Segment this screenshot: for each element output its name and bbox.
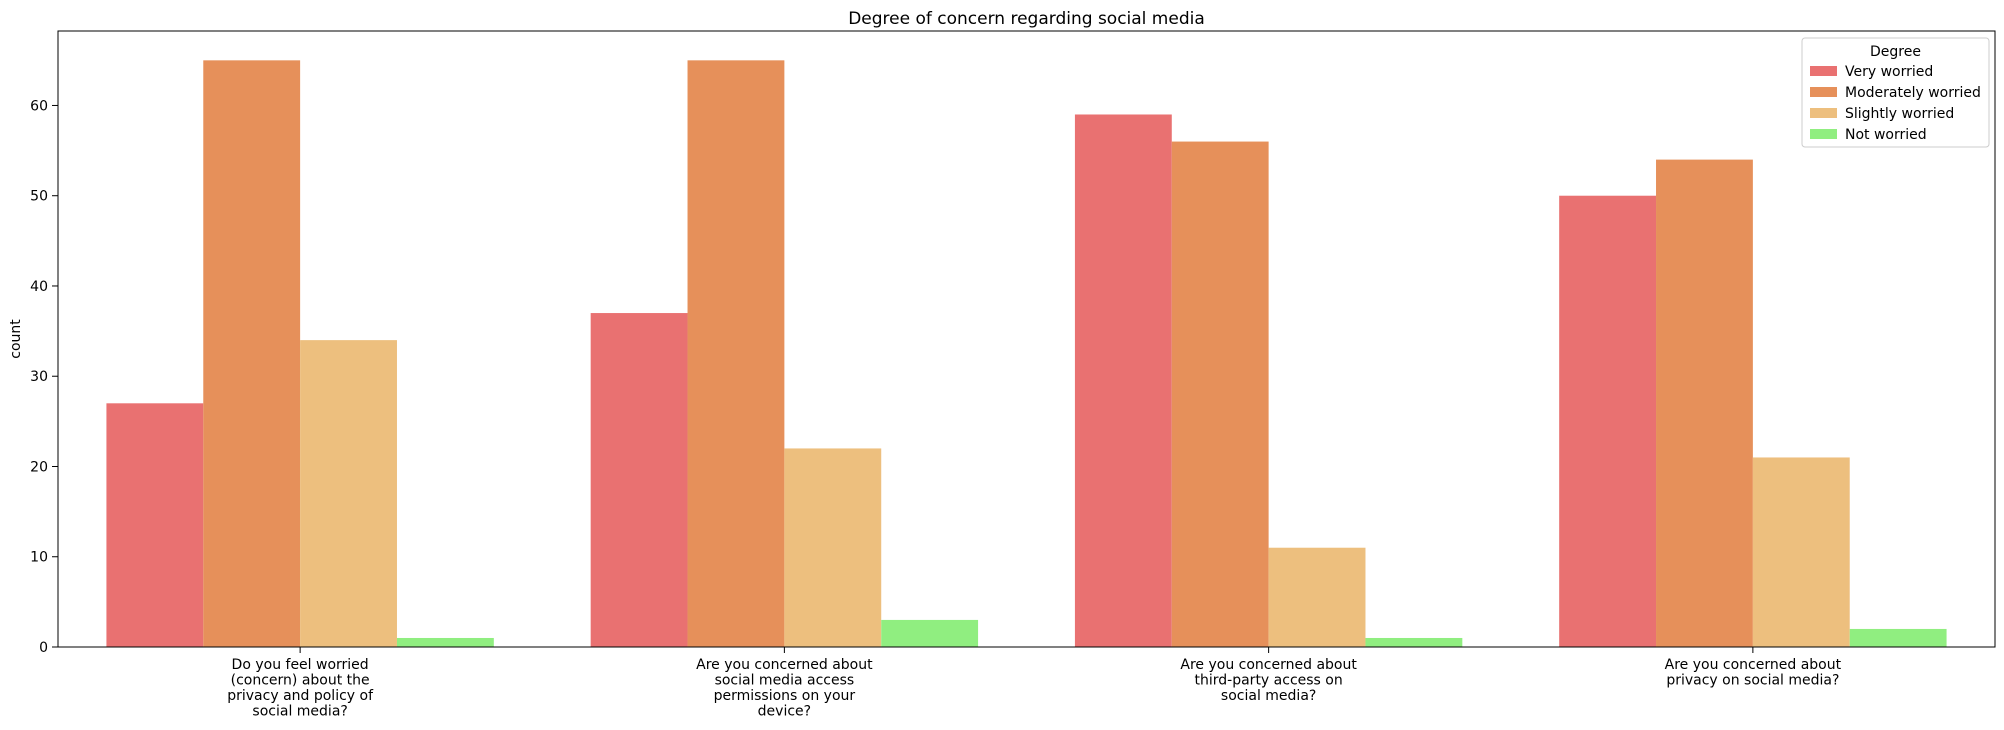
x-tick-label: Are you concerned about bbox=[1180, 657, 1357, 673]
y-tick-label: 10 bbox=[30, 550, 48, 566]
x-tick-label: privacy and policy of bbox=[227, 688, 374, 704]
y-tick-label: 60 bbox=[30, 98, 48, 114]
legend-swatch bbox=[1810, 108, 1837, 118]
legend-box bbox=[1801, 37, 1990, 148]
legend-label: Moderately worried bbox=[1845, 85, 1981, 101]
legend-title: Degree bbox=[1870, 44, 1921, 60]
x-tick-label: Are you concerned about bbox=[1665, 657, 1842, 673]
y-tick-label: 0 bbox=[39, 640, 48, 656]
bar-very-worried bbox=[1074, 114, 1172, 647]
y-tick-label: 30 bbox=[30, 369, 48, 385]
legend-items: Very worried Moderately worried Slightly w… bbox=[1810, 64, 1981, 143]
plot-frame bbox=[57, 30, 1996, 648]
legend-swatch bbox=[1810, 66, 1837, 76]
x-axis: Do you feel worried(concern) about thepr… bbox=[227, 647, 1842, 720]
bar-moderately-worried bbox=[203, 60, 301, 648]
bar-not-worried bbox=[1849, 628, 1947, 647]
bar-slightly-worried bbox=[1752, 457, 1850, 647]
bar-not-worried bbox=[1365, 637, 1463, 647]
legend-swatch bbox=[1810, 87, 1837, 97]
bar-moderately-worried bbox=[1656, 159, 1753, 647]
y-tick-label: 40 bbox=[30, 279, 48, 295]
chart-title: Degree of concern regarding social media bbox=[848, 9, 1205, 29]
y-axis-label: count bbox=[8, 319, 24, 359]
bar-not-worried bbox=[396, 637, 494, 647]
x-tick-label: device? bbox=[758, 704, 811, 720]
bar-very-worried bbox=[590, 313, 688, 647]
y-tick-label: 20 bbox=[30, 459, 48, 475]
bar-very-worried bbox=[1559, 195, 1657, 647]
x-tick-label: social media access bbox=[715, 673, 855, 689]
x-tick-label: third-party access on bbox=[1195, 673, 1343, 689]
x-tick-label: social media? bbox=[1221, 688, 1316, 704]
legend: Degree Very worried Moderately worried Sli… bbox=[1801, 37, 1990, 148]
legend-label: Slightly worried bbox=[1845, 106, 1954, 122]
bar-not-worried bbox=[881, 619, 979, 647]
legend-label: Very worried bbox=[1845, 64, 1933, 80]
bars bbox=[106, 60, 1947, 648]
legend-swatch bbox=[1810, 129, 1837, 139]
x-tick-label: permissions on your bbox=[714, 688, 856, 704]
bar-slightly-worried bbox=[1268, 547, 1366, 647]
y-tick-label: 50 bbox=[30, 189, 48, 205]
bar-slightly-worried bbox=[784, 448, 882, 647]
y-axis: 0 10 20 30 40 50 60 bbox=[30, 98, 58, 656]
x-tick-label: (concern) about the bbox=[231, 673, 370, 689]
x-tick-label: Are you concerned about bbox=[696, 657, 873, 673]
legend-label: Not worried bbox=[1845, 127, 1927, 143]
bar-moderately-worried bbox=[687, 60, 785, 648]
bar-very-worried bbox=[106, 403, 204, 647]
x-tick-label: social media? bbox=[252, 704, 347, 720]
x-tick-label: Do you feel worried bbox=[232, 657, 369, 673]
x-tick-label: privacy on social media? bbox=[1666, 673, 1839, 689]
bar-moderately-worried bbox=[1171, 141, 1269, 648]
bar-slightly-worried bbox=[300, 340, 397, 647]
